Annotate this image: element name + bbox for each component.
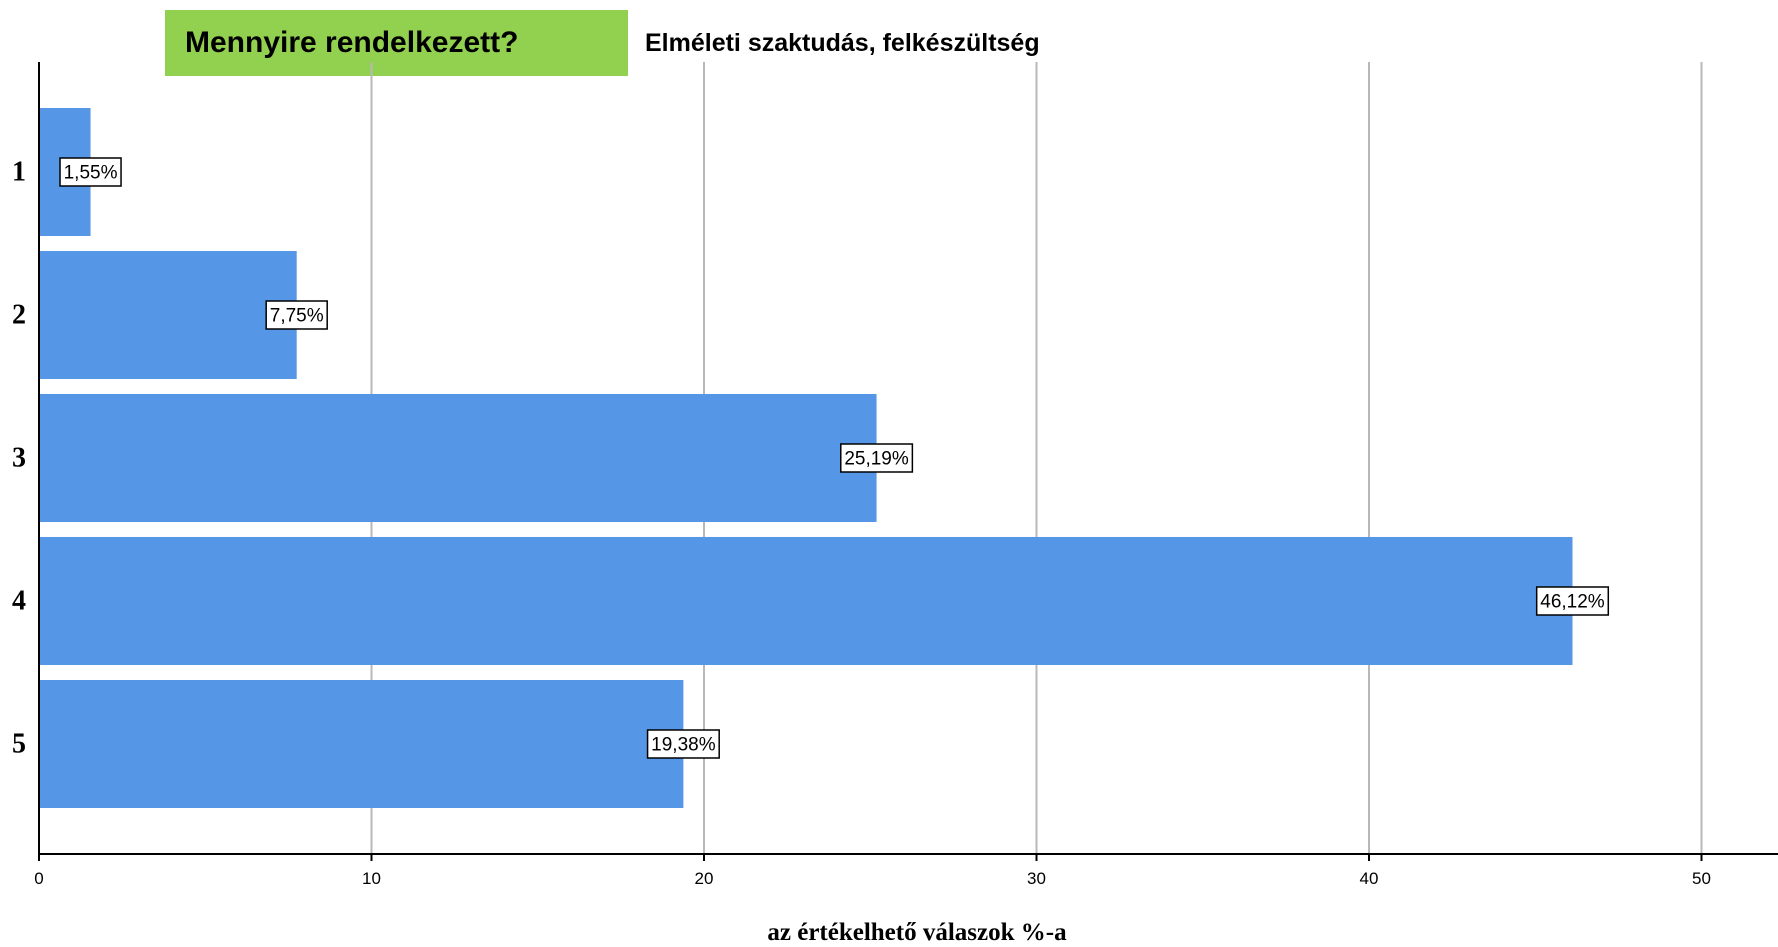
y-tick-label: 2 <box>12 300 26 331</box>
x-tick-label: 20 <box>695 869 714 888</box>
data-label: 25,19% <box>844 449 909 470</box>
y-tick-label: 3 <box>12 443 26 474</box>
data-label-box-3 <box>840 443 914 473</box>
chart-title: Elméleti szaktudás, felkészültség <box>645 29 1040 57</box>
question-badge: Mennyire rendelkezett? <box>165 10 628 76</box>
y-tick-label: 4 <box>12 586 26 617</box>
x-tick-label: 50 <box>1692 869 1711 888</box>
x-tick-label: 30 <box>1027 869 1046 888</box>
bar-5 <box>39 680 684 808</box>
data-label-box-2 <box>265 300 328 330</box>
data-label: 46,12% <box>1540 592 1605 613</box>
data-label: 1,55% <box>64 163 118 184</box>
x-tick-label: 0 <box>34 869 43 888</box>
bar-4 <box>39 537 1573 665</box>
data-label-box-4 <box>1535 586 1610 616</box>
bar-2 <box>39 251 297 379</box>
axes: 0 10 20 30 40 50 1 2 3 4 5 <box>12 62 1778 888</box>
x-tick-label: 40 <box>1360 869 1379 888</box>
data-labels: 1,55% 7,75% 25,19% 46,12% 19,38% <box>59 157 1610 759</box>
y-tick-label: 1 <box>12 157 26 188</box>
bar-3 <box>39 394 877 522</box>
x-axis-label: az értékelhető válaszok %-a <box>767 919 1067 946</box>
bars <box>39 108 1573 808</box>
y-tick-label: 5 <box>12 729 26 760</box>
data-label-box-1 <box>59 157 122 187</box>
x-tick-label: 10 <box>362 869 381 888</box>
data-label: 19,38% <box>651 735 716 756</box>
data-label: 7,75% <box>270 306 324 327</box>
data-label-box-5 <box>646 729 720 759</box>
